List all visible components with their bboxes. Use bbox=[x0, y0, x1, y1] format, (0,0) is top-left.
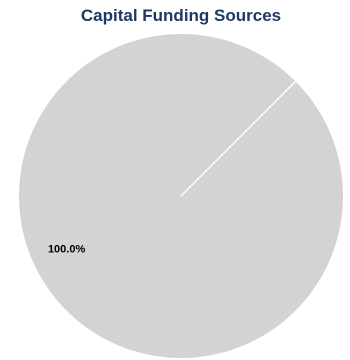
chart-title: Capital Funding Sources bbox=[80, 6, 282, 25]
slice-separator-line bbox=[180, 80, 297, 197]
slice-label: 100.0% bbox=[48, 244, 86, 256]
